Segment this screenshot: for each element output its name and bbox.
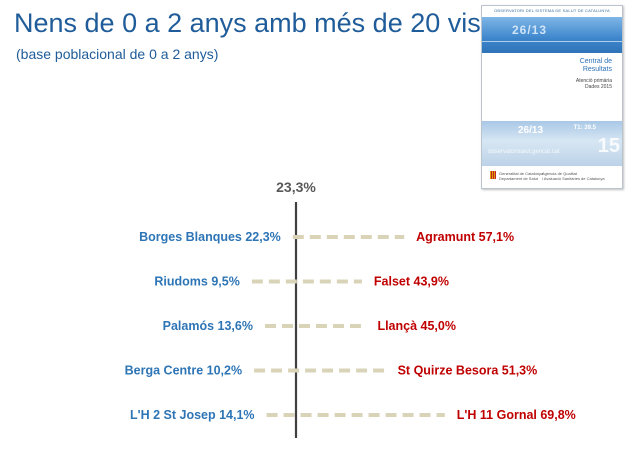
cover-heading-line1: Central de bbox=[579, 58, 612, 65]
high-value-label: Agramunt 57,1% bbox=[416, 230, 514, 244]
low-value-label: Berga Centre 10,2% bbox=[125, 364, 242, 378]
generalitat-logo-icon bbox=[490, 171, 496, 179]
cover-subheading: Atenció primària Dades 2015 bbox=[576, 78, 612, 90]
cover-sub-line1: Atenció primària bbox=[575, 78, 612, 84]
high-value-label: St Quirze Besora 51,3% bbox=[398, 364, 538, 378]
cover-heading-line2: Resultats bbox=[582, 66, 612, 73]
high-value-label: Llançà 45,0% bbox=[377, 319, 456, 333]
cover-photo-url: observatorisalut.gencat.cat bbox=[488, 149, 560, 155]
cover-band: 26/13 bbox=[482, 17, 622, 53]
cover-logo1-line2: Departament de Salut bbox=[499, 176, 538, 181]
cover-photo-t1: T1: 39.5 bbox=[573, 125, 596, 131]
cover-logo1-line1: Generalitat de Catalunya bbox=[499, 171, 544, 176]
high-value-label: L'H 11 Gornal 69,8% bbox=[457, 408, 576, 422]
cover-photo-number: 26/13 bbox=[518, 125, 544, 136]
low-value-label: L'H 2 St Josep 14,1% bbox=[130, 408, 255, 422]
cover-band-number: 26/13 bbox=[512, 23, 548, 37]
cover-sub-line2: Dades 2015 bbox=[585, 84, 612, 90]
low-value-label: Riudoms 9,5% bbox=[154, 275, 239, 289]
cover-logo2-line1: Agència de Qualitat bbox=[542, 171, 577, 176]
cover-logo-aquas: Agència de Qualitat i Avaluació Sanitàri… bbox=[542, 171, 605, 181]
chart-title: Nens de 0 a 2 anys amb més de 20 visites bbox=[14, 8, 523, 38]
low-value-label: Borges Blanques 22,3% bbox=[139, 230, 281, 244]
high-value-label: Falset 43,9% bbox=[374, 275, 449, 289]
chart-rows: Borges Blanques 22,3% Agramunt 57,1% Riudo… bbox=[125, 230, 576, 422]
cover-photo: 26/13 T1: 39.5 15 observatorisalut.genca… bbox=[482, 121, 622, 166]
cover-band-line bbox=[482, 41, 622, 42]
chart-subtitle: (base poblacional de 0 a 2 anys) bbox=[16, 46, 219, 62]
low-value-label: Palamós 13,6% bbox=[163, 319, 253, 333]
cover-heading: Central de Resultats bbox=[580, 58, 612, 74]
report-cover-thumbnail: OBSERVATORI DEL SISTEMA DE SALUT DE CATA… bbox=[481, 5, 623, 189]
cover-logo2-line2: i Avaluació Sanitàries de Catalunya bbox=[542, 176, 605, 181]
reference-value-label: 23,3% bbox=[276, 179, 316, 195]
cover-photo-big-number: 15 bbox=[597, 135, 620, 157]
cover-header: OBSERVATORI DEL SISTEMA DE SALUT DE CATA… bbox=[494, 8, 610, 13]
cover-logo-generalitat: Generalitat de Catalunya Departament de … bbox=[490, 171, 543, 181]
